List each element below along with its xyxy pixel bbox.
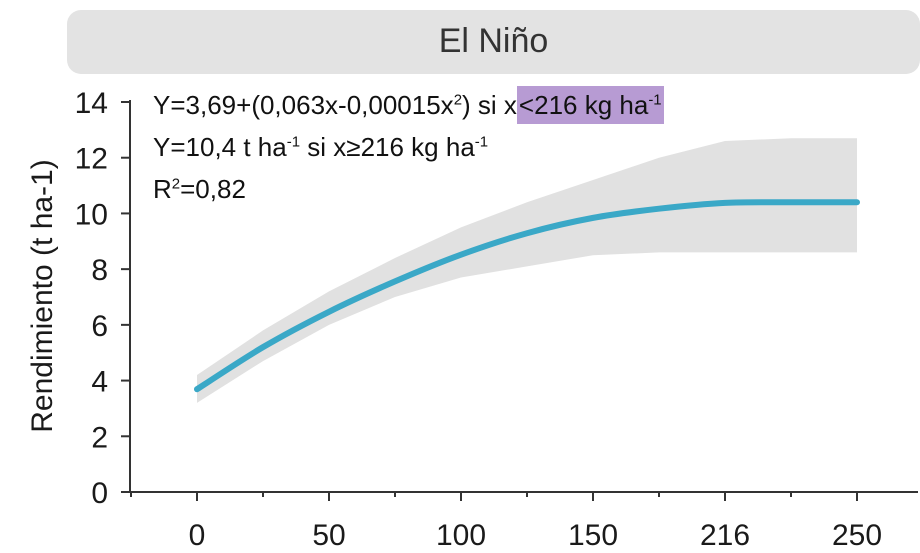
y-tick-label: 4 [91,366,108,399]
panel-title: El Niño [438,22,549,60]
highlighted-threshold: <216 kg ha-1 [516,86,664,124]
confidence-band-layer [197,138,857,403]
y-tick-label: 8 [91,254,108,287]
y-tick-label: 2 [91,421,108,454]
r-squared-label: R2=0,82 [153,174,246,204]
series-line-layer [194,199,860,393]
x-tick-label: 150 [568,519,618,552]
x-tick-label: 0 [189,519,206,552]
y-axis-label: Rendimiento (t ha-1) [26,159,59,432]
y-tick-label: 6 [91,310,108,343]
x-tick-label: 100 [436,519,486,552]
y-tick-label: 14 [75,87,108,120]
y-tick-label: 0 [91,477,108,510]
y-tick-label: 10 [75,198,108,231]
x-tick-label: 250 [832,519,882,552]
ticks-layer: 0 2 4 6 8 10 12 14 0 50 100 150 216 250 [75,87,882,552]
confidence-band [197,138,857,403]
x-tick-label: 50 [312,519,345,552]
y-tick-label: 12 [75,143,108,176]
panel-header: El Niño [67,10,920,74]
equation-line-2: Y=10,4 t ha-1 si x≥216 kg ha-1 [153,132,489,162]
x-tick-label: 216 [700,519,750,552]
axes-layer [129,100,918,493]
equation-line-1: Y=3,69+(0,063x-0,00015x2) si x<216 kg ha… [153,86,664,124]
yield-series-line [194,199,860,393]
